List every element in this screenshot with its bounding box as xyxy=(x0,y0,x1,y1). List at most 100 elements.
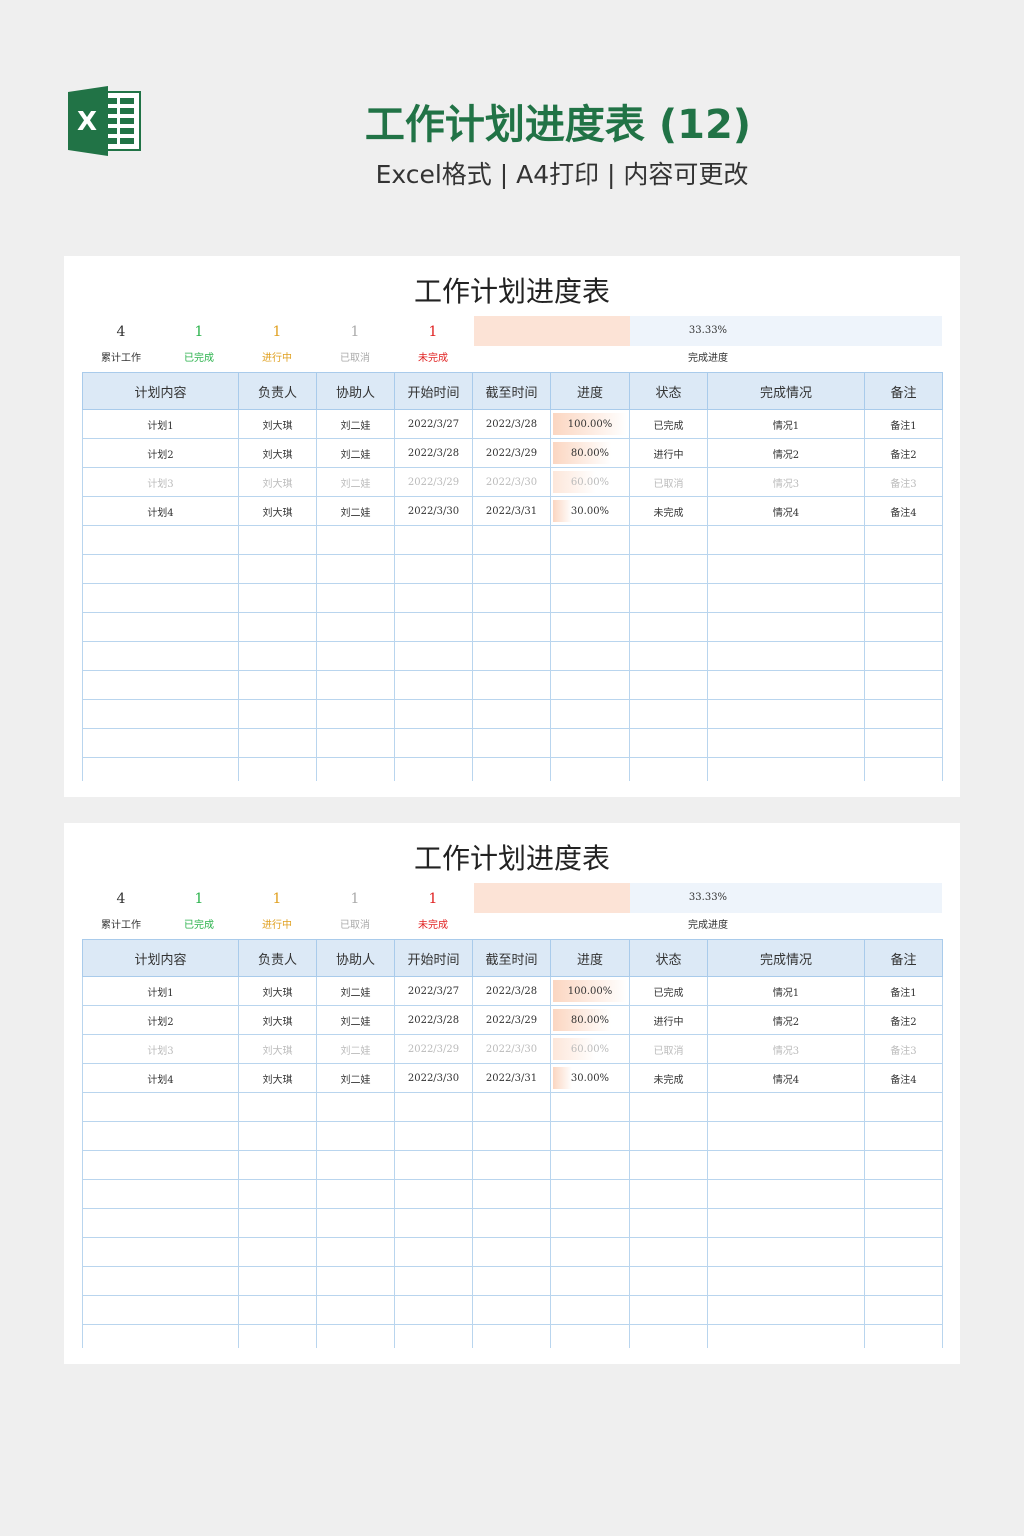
empty-cell[interactable] xyxy=(550,1150,630,1180)
empty-cell[interactable] xyxy=(238,1324,317,1348)
empty-cell[interactable] xyxy=(629,699,708,729)
table-cell[interactable]: 2022/3/29 xyxy=(394,1034,473,1064)
empty-cell[interactable] xyxy=(550,1179,630,1209)
column-header[interactable]: 进度 xyxy=(550,939,630,977)
empty-cell[interactable] xyxy=(550,1324,630,1348)
table-cell[interactable]: 2022/3/30 xyxy=(394,496,473,526)
table-cell[interactable]: 备注1 xyxy=(864,409,943,439)
table-cell[interactable]: 2022/3/27 xyxy=(394,409,473,439)
table-cell[interactable]: 2022/3/29 xyxy=(472,438,551,468)
table-cell[interactable]: 刘二娃 xyxy=(316,1005,395,1035)
empty-cell[interactable] xyxy=(864,757,943,781)
empty-cell[interactable] xyxy=(316,1092,395,1122)
table-cell[interactable]: 备注3 xyxy=(864,467,943,497)
empty-cell[interactable] xyxy=(864,641,943,671)
empty-cell[interactable] xyxy=(472,1208,551,1238)
empty-cell[interactable] xyxy=(472,699,551,729)
empty-cell[interactable] xyxy=(472,583,551,613)
empty-cell[interactable] xyxy=(707,1092,865,1122)
empty-cell[interactable] xyxy=(864,1092,943,1122)
empty-cell[interactable] xyxy=(707,699,865,729)
table-cell[interactable]: 进行中 xyxy=(629,1005,708,1035)
empty-cell[interactable] xyxy=(394,583,473,613)
table-cell[interactable]: 刘二娃 xyxy=(316,1034,395,1064)
empty-cell[interactable] xyxy=(82,641,239,671)
column-header[interactable]: 完成情况 xyxy=(707,939,865,977)
column-header[interactable]: 状态 xyxy=(629,939,708,977)
empty-cell[interactable] xyxy=(864,670,943,700)
empty-cell[interactable] xyxy=(394,1150,473,1180)
empty-cell[interactable] xyxy=(238,641,317,671)
empty-cell[interactable] xyxy=(316,525,395,555)
empty-cell[interactable] xyxy=(472,1266,551,1296)
empty-cell[interactable] xyxy=(316,670,395,700)
table-cell[interactable]: 60.00% xyxy=(550,467,630,497)
empty-cell[interactable] xyxy=(629,1324,708,1348)
empty-cell[interactable] xyxy=(394,1092,473,1122)
empty-cell[interactable] xyxy=(550,1121,630,1151)
empty-cell[interactable] xyxy=(864,1237,943,1267)
empty-cell[interactable] xyxy=(238,1121,317,1151)
empty-cell[interactable] xyxy=(394,641,473,671)
table-cell[interactable]: 刘大琪 xyxy=(238,1005,317,1035)
empty-cell[interactable] xyxy=(238,583,317,613)
empty-cell[interactable] xyxy=(394,1179,473,1209)
empty-cell[interactable] xyxy=(316,1237,395,1267)
empty-cell[interactable] xyxy=(394,757,473,781)
table-cell[interactable]: 刘二娃 xyxy=(316,496,395,526)
table-cell[interactable]: 情况3 xyxy=(707,1034,865,1064)
empty-cell[interactable] xyxy=(550,1266,630,1296)
table-cell[interactable]: 刘二娃 xyxy=(316,409,395,439)
column-header[interactable]: 完成情况 xyxy=(707,372,865,410)
empty-cell[interactable] xyxy=(707,1266,865,1296)
empty-cell[interactable] xyxy=(629,1150,708,1180)
empty-cell[interactable] xyxy=(316,757,395,781)
empty-cell[interactable] xyxy=(316,554,395,584)
empty-cell[interactable] xyxy=(707,728,865,758)
column-header[interactable]: 截至时间 xyxy=(472,939,551,977)
empty-cell[interactable] xyxy=(550,1092,630,1122)
empty-cell[interactable] xyxy=(629,1092,708,1122)
empty-cell[interactable] xyxy=(472,1121,551,1151)
empty-cell[interactable] xyxy=(629,670,708,700)
empty-cell[interactable] xyxy=(394,1295,473,1325)
empty-cell[interactable] xyxy=(316,1121,395,1151)
empty-cell[interactable] xyxy=(82,1092,239,1122)
empty-cell[interactable] xyxy=(629,1295,708,1325)
table-cell[interactable]: 进行中 xyxy=(629,438,708,468)
empty-cell[interactable] xyxy=(707,757,865,781)
column-header[interactable]: 进度 xyxy=(550,372,630,410)
empty-cell[interactable] xyxy=(550,670,630,700)
empty-cell[interactable] xyxy=(550,641,630,671)
empty-cell[interactable] xyxy=(629,1121,708,1151)
table-cell[interactable]: 80.00% xyxy=(550,438,630,468)
empty-cell[interactable] xyxy=(82,1237,239,1267)
empty-cell[interactable] xyxy=(472,554,551,584)
table-cell[interactable]: 80.00% xyxy=(550,1005,630,1035)
empty-cell[interactable] xyxy=(394,554,473,584)
empty-cell[interactable] xyxy=(707,1121,865,1151)
empty-cell[interactable] xyxy=(864,1121,943,1151)
table-cell[interactable]: 刘大琪 xyxy=(238,467,317,497)
empty-cell[interactable] xyxy=(394,699,473,729)
empty-cell[interactable] xyxy=(82,1150,239,1180)
empty-cell[interactable] xyxy=(238,1237,317,1267)
column-header[interactable]: 开始时间 xyxy=(394,939,473,977)
empty-cell[interactable] xyxy=(472,1324,551,1348)
table-cell[interactable]: 情况2 xyxy=(707,438,865,468)
empty-cell[interactable] xyxy=(316,641,395,671)
table-cell[interactable]: 备注1 xyxy=(864,976,943,1006)
column-header[interactable]: 备注 xyxy=(864,939,943,977)
table-cell[interactable]: 备注2 xyxy=(864,438,943,468)
table-cell[interactable]: 2022/3/30 xyxy=(472,1034,551,1064)
empty-cell[interactable] xyxy=(864,728,943,758)
empty-cell[interactable] xyxy=(316,1150,395,1180)
empty-cell[interactable] xyxy=(316,728,395,758)
empty-cell[interactable] xyxy=(707,1179,865,1209)
table-cell[interactable]: 计划4 xyxy=(82,1063,239,1093)
table-cell[interactable]: 情况4 xyxy=(707,496,865,526)
empty-cell[interactable] xyxy=(707,525,865,555)
empty-cell[interactable] xyxy=(550,554,630,584)
empty-cell[interactable] xyxy=(550,1295,630,1325)
table-cell[interactable]: 100.00% xyxy=(550,409,630,439)
